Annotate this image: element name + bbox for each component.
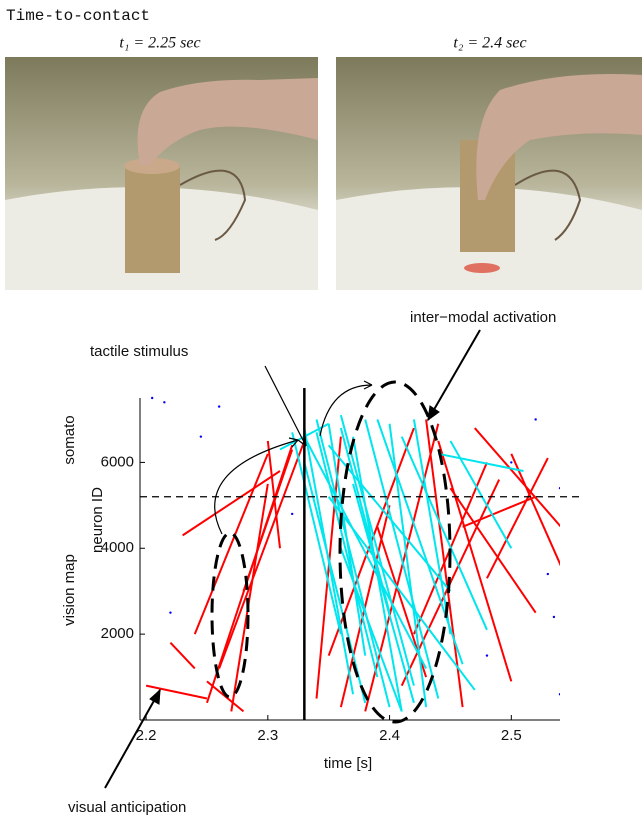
segment [449, 440, 513, 549]
segment [169, 642, 196, 670]
photo [5, 57, 318, 290]
point [217, 405, 221, 408]
x-tick-label: 2.3 [257, 727, 278, 744]
annotation: inter−modal activation [410, 309, 556, 326]
x-tick-label: 2.2 [136, 727, 157, 744]
segment [327, 444, 452, 592]
segment [303, 462, 367, 704]
photo-caption: t₁ = 2.25 sec [119, 35, 200, 52]
segment [400, 436, 488, 631]
annotation: visual anticipation [68, 799, 186, 816]
segment [352, 483, 415, 704]
segment [339, 547, 403, 712]
annotation: tactile stimulus [90, 343, 188, 360]
point [163, 401, 166, 404]
segment [364, 419, 440, 699]
point [558, 486, 560, 490]
point [150, 396, 154, 400]
x-tick-label: 2.5 [501, 727, 522, 744]
segment [182, 470, 281, 537]
segment [510, 453, 560, 567]
segment [206, 680, 245, 713]
segment [474, 427, 560, 528]
segment [266, 440, 281, 549]
segment [449, 487, 537, 614]
segment [230, 483, 269, 712]
plot-area: 2.2 2.3 2.4 2.5 2000 4000 6000 [101, 388, 582, 744]
point [290, 512, 294, 516]
point [169, 611, 172, 614]
segment [364, 423, 440, 712]
segment [339, 414, 415, 686]
y-tick-label: 4000 [101, 539, 134, 556]
segment [327, 496, 476, 691]
segment [327, 423, 367, 656]
x-axis-label: time [s] [324, 755, 372, 772]
point [485, 654, 489, 657]
segment [438, 452, 524, 472]
segment [291, 432, 342, 635]
x-tick-label: 2.4 [379, 727, 400, 744]
photo [336, 57, 642, 290]
segment [412, 419, 452, 635]
figure-title: Time-to-contact [6, 7, 150, 25]
segment [218, 440, 306, 669]
segment [145, 684, 208, 700]
point [552, 615, 556, 619]
segment [339, 427, 391, 613]
segment [437, 440, 513, 682]
photo-caption: t₂ = 2.4 sec [453, 35, 526, 52]
point [510, 461, 513, 464]
annotation-shapes [104, 329, 481, 789]
segment [486, 457, 549, 579]
point [199, 435, 203, 438]
y-tick-label: 2000 [101, 625, 134, 642]
y-region-label: somato [61, 415, 78, 464]
y-tick-label: 6000 [101, 453, 134, 470]
segment [193, 453, 269, 635]
segment [315, 432, 379, 678]
y-axis-label: neuron ID [89, 487, 106, 553]
segment [462, 495, 537, 528]
point [558, 693, 560, 696]
segment [242, 449, 294, 592]
point [546, 572, 550, 576]
point [534, 418, 537, 421]
marks [145, 396, 560, 713]
segment [315, 419, 391, 708]
segment [303, 436, 427, 669]
y-region-label: vision map [61, 554, 78, 626]
